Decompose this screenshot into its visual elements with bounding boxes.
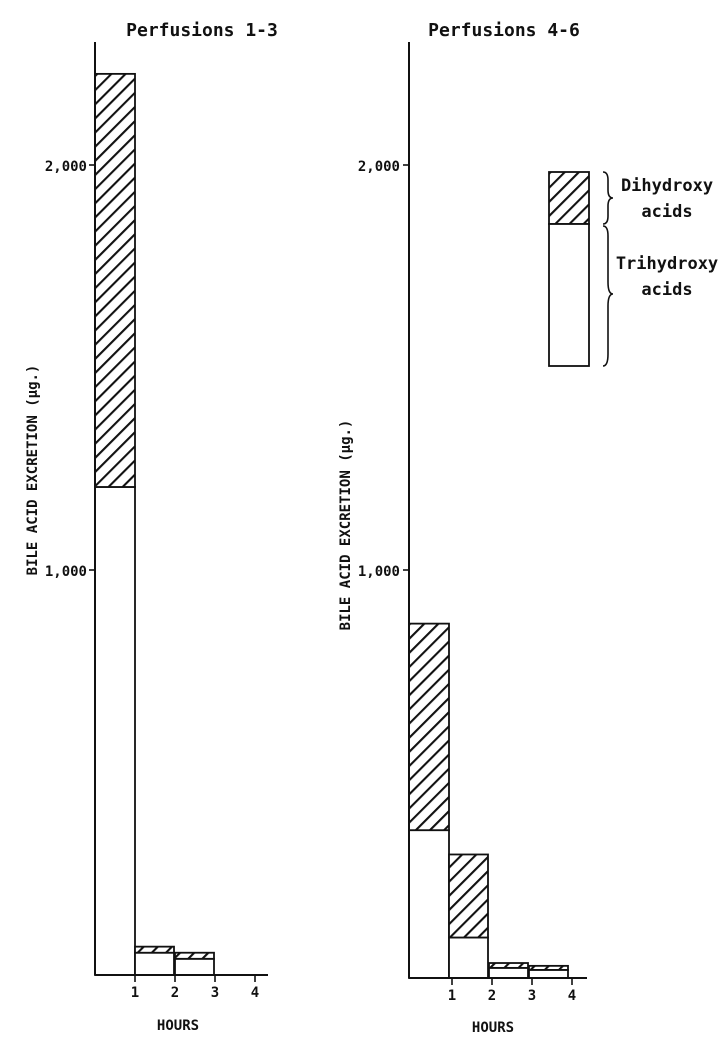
left-y-axis-label: BILE ACID EXCRETION (μg.)	[25, 365, 41, 576]
legend-label-trihydroxy-line1: Trihydroxy	[616, 254, 718, 274]
legend: Dihydroxy acids Trihydroxy acids	[548, 171, 718, 367]
left-x-axis-label: HOURS	[157, 1018, 199, 1034]
right-y-tick-1000: 1,000	[358, 564, 400, 580]
left-bar-3-trihydroxy	[174, 957, 215, 976]
right-bar-3-dihydroxy	[488, 962, 529, 969]
left-panel: Perfusions 1-3 BILE ACID EXCRETION (μg.)…	[25, 20, 278, 1034]
right-bar-4-dihydroxy	[528, 964, 569, 971]
legend-label-trihydroxy-line2: acids	[641, 280, 692, 300]
right-panel: Perfusions 4-6 BILE ACID EXCRETION (μg.)…	[338, 20, 718, 1036]
right-y-axis-label: BILE ACID EXCRETION (μg.)	[338, 420, 354, 631]
left-bar-2-trihydroxy	[134, 951, 175, 976]
left-bars-group	[94, 72, 215, 976]
right-bar-1-dihydroxy	[408, 622, 450, 832]
legend-label-dihydroxy-line1: Dihydroxy	[621, 176, 713, 196]
right-bar-2-trihydroxy	[448, 936, 489, 979]
left-x-tick-1: 1	[131, 985, 139, 1001]
legend-label-dihydroxy-line2: acids	[641, 202, 692, 222]
left-bar-1-trihydroxy	[94, 486, 136, 976]
left-x-tick-4: 4	[251, 985, 259, 1001]
legend-swatch-trihydroxy	[548, 223, 590, 367]
right-x-tick-4: 4	[568, 988, 576, 1004]
left-x-tick-3: 3	[211, 985, 219, 1001]
right-bar-4-trihydroxy	[528, 969, 569, 979]
right-bar-3-trihydroxy	[488, 966, 529, 979]
left-y-tick-2000: 2,000	[45, 159, 87, 175]
right-bars-group	[408, 622, 569, 979]
left-chart-title: Perfusions 1-3	[126, 20, 278, 41]
right-x-tick-3: 3	[528, 988, 536, 1004]
legend-swatch-dihydroxy	[548, 171, 590, 225]
right-bar-1-trihydroxy	[408, 829, 450, 979]
left-bar-2-dihydroxy	[134, 945, 175, 954]
legend-brace-dihydroxy	[602, 171, 614, 225]
right-x-tick-2: 2	[488, 988, 496, 1004]
right-y-tick-2000: 2,000	[358, 159, 400, 175]
legend-brace-trihydroxy	[602, 225, 614, 367]
left-x-tick-2: 2	[171, 985, 179, 1001]
right-x-tick-1: 1	[448, 988, 456, 1004]
right-chart-title: Perfusions 4-6	[428, 20, 580, 41]
right-bar-2-dihydroxy	[448, 853, 489, 939]
left-y-tick-1000: 1,000	[45, 564, 87, 580]
left-bar-3-dihydroxy	[174, 951, 215, 960]
right-x-axis-label: HOURS	[472, 1020, 514, 1036]
left-bar-1-dihydroxy	[94, 72, 136, 488]
